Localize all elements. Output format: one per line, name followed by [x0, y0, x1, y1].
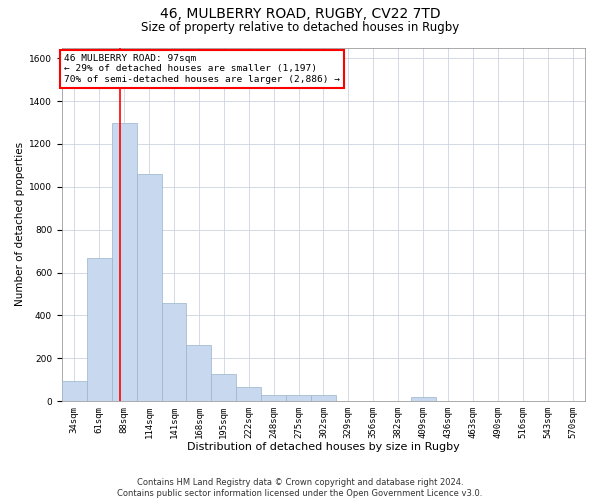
Bar	[261, 395, 286, 401]
Text: Contains HM Land Registry data © Crown copyright and database right 2024.
Contai: Contains HM Land Registry data © Crown c…	[118, 478, 482, 498]
Text: 46, MULBERRY ROAD, RUGBY, CV22 7TD: 46, MULBERRY ROAD, RUGBY, CV22 7TD	[160, 8, 440, 22]
Bar	[236, 388, 261, 401]
Bar	[286, 395, 311, 401]
X-axis label: Distribution of detached houses by size in Rugby: Distribution of detached houses by size …	[187, 442, 460, 452]
Bar	[161, 302, 187, 401]
Bar	[62, 381, 87, 401]
Y-axis label: Number of detached properties: Number of detached properties	[15, 142, 25, 306]
Bar	[187, 346, 211, 401]
Text: Size of property relative to detached houses in Rugby: Size of property relative to detached ho…	[141, 21, 459, 34]
Bar	[137, 174, 161, 401]
Bar	[211, 374, 236, 401]
Bar	[410, 397, 436, 401]
Text: 46 MULBERRY ROAD: 97sqm
← 29% of detached houses are smaller (1,197)
70% of semi: 46 MULBERRY ROAD: 97sqm ← 29% of detache…	[64, 54, 340, 84]
Bar	[311, 395, 336, 401]
Bar	[112, 122, 137, 401]
Bar	[87, 258, 112, 401]
